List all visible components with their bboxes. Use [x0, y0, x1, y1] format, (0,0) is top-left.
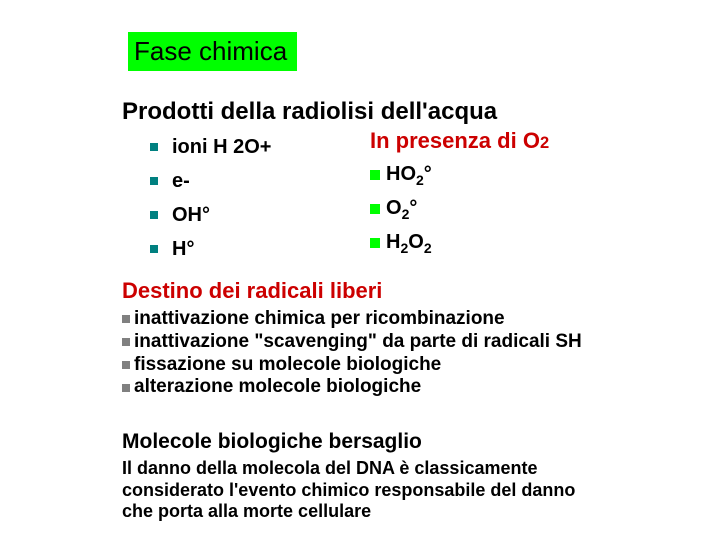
molecole-body: Il danno della molecola del DNA è classi…	[122, 458, 592, 523]
oxygen-heading-sub: 2	[540, 134, 549, 152]
square-bullet-icon	[370, 170, 380, 180]
destino-list: inattivazione chimica per ricombinazione…	[122, 308, 582, 399]
square-bullet-icon	[122, 384, 130, 392]
left-list: ioni H 2O+ e- OH° H°	[150, 134, 271, 270]
list-item-label: inattivazione "scavenging" da parte di r…	[134, 331, 582, 354]
list-item-label: H°	[172, 238, 194, 261]
list-item-label: HO2°	[386, 163, 432, 188]
square-bullet-icon	[150, 143, 158, 151]
list-item-label: H2O2	[386, 231, 432, 256]
square-bullet-icon	[122, 361, 130, 369]
square-bullet-icon	[150, 245, 158, 253]
list-item: HO2°	[370, 162, 432, 188]
square-bullet-icon	[150, 177, 158, 185]
list-item-label: inattivazione chimica per ricombinazione	[134, 308, 505, 331]
list-item: inattivazione chimica per ricombinazione	[122, 308, 582, 331]
destino-heading: Destino dei radicali liberi	[122, 278, 382, 304]
list-item-label: alterazione molecole biologiche	[134, 376, 421, 399]
molecole-heading: Molecole biologiche bersaglio	[122, 430, 422, 454]
list-item: alterazione molecole biologiche	[122, 376, 582, 399]
square-bullet-icon	[122, 315, 130, 323]
list-item-label: OH°	[172, 204, 210, 227]
list-item-label: e-	[172, 170, 190, 193]
list-item: O2°	[370, 196, 432, 222]
title-text: Fase chimica	[134, 36, 287, 66]
right-list: HO2° O2° H2O2	[370, 162, 432, 264]
square-bullet-icon	[370, 238, 380, 248]
slide: Fase chimica Prodotti della radiolisi de…	[0, 0, 720, 540]
list-item: inattivazione "scavenging" da parte di r…	[122, 331, 582, 354]
square-bullet-icon	[150, 211, 158, 219]
list-item: fissazione su molecole biologiche	[122, 354, 582, 377]
list-item: H°	[150, 236, 271, 262]
list-item: e-	[150, 168, 271, 194]
oxygen-heading: In presenza di O2	[370, 128, 549, 154]
square-bullet-icon	[122, 338, 130, 346]
square-bullet-icon	[370, 204, 380, 214]
list-item-label: fissazione su molecole biologiche	[134, 354, 441, 377]
list-item: H2O2	[370, 230, 432, 256]
list-item: ioni H 2O+	[150, 134, 271, 160]
oxygen-heading-text: In presenza di O	[370, 128, 540, 153]
list-item-label: ioni H 2O+	[172, 136, 271, 159]
list-item-label: O2°	[386, 197, 417, 222]
list-item: OH°	[150, 202, 271, 228]
title-box: Fase chimica	[128, 32, 297, 71]
products-heading: Prodotti della radiolisi dell'acqua	[122, 98, 497, 126]
